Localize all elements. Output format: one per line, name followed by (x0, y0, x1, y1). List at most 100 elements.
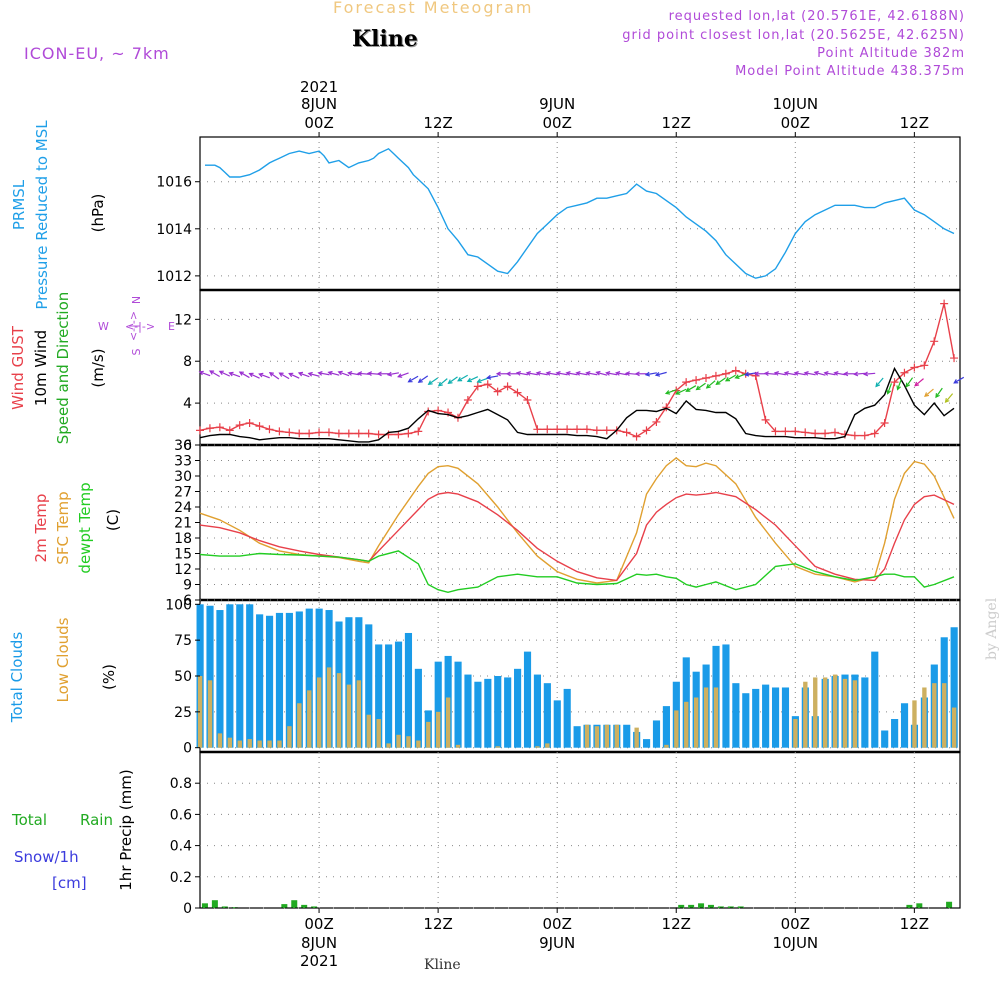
wind-arrow-head (685, 387, 691, 392)
total-cloud-bar (871, 651, 879, 748)
wind-direction-arrow (457, 374, 468, 382)
wind-arrow-shaft (398, 372, 409, 378)
station-title: Kline (352, 26, 418, 52)
wind-gust-marker (801, 428, 810, 437)
wind-direction-arrow (376, 371, 390, 377)
y-tick-label: 18 (174, 531, 192, 547)
wind-arrow-head (853, 371, 859, 377)
wind-arrow-shaft (735, 373, 747, 379)
wind-arrow-head (803, 370, 809, 376)
precip-bar (678, 904, 685, 908)
wind-gust-marker (880, 419, 889, 428)
wind-arrow-head (457, 376, 463, 382)
wind-gust-marker (553, 425, 562, 434)
low-cloud-bar (842, 678, 848, 748)
wind-direction-arrow (853, 371, 866, 377)
data-layer (196, 147, 965, 909)
y-tick-label: 50 (174, 669, 192, 685)
wind-gust-marker (205, 424, 214, 433)
wind-gust-marker (533, 425, 542, 434)
wind-arrow-head (595, 370, 601, 376)
total-cloud-bar (781, 687, 790, 748)
wind-gust-marker (483, 380, 492, 389)
low-cloud-bar (366, 714, 371, 748)
total-cloud-bar (652, 720, 661, 748)
x-tick-label-bottom: 12Z (900, 915, 929, 933)
low-cloud-bar (326, 667, 332, 748)
y-tick-label: 0.8 (170, 776, 192, 792)
wind-gust-line (199, 303, 955, 438)
wind-gust-marker (196, 426, 204, 435)
low-cloud-bar (545, 743, 550, 748)
wind-arrow-head (695, 385, 701, 391)
wind-arrow-head (535, 370, 541, 376)
low-cloud-bar (793, 719, 798, 748)
wind-arrow-head (773, 370, 779, 376)
pressure-unit: (hPa) (89, 194, 107, 233)
precip-bar (231, 907, 238, 909)
wind-direction-arrow (486, 374, 499, 380)
total-cloud-bar (762, 684, 770, 748)
low-cloud-bar (713, 687, 719, 748)
total-cloud-bar (275, 612, 284, 748)
low-cloud-bar (227, 737, 233, 748)
low-cloud-bar (535, 746, 540, 748)
wind-arrow-shaft (914, 378, 924, 387)
low-cloud-bar (316, 677, 322, 748)
wind-direction-arrow (843, 371, 856, 377)
wind-arrow-head (763, 371, 769, 377)
wind-arrow-shaft (338, 371, 350, 377)
wind-arrow-head (565, 370, 571, 376)
wind-arrow-head (914, 381, 920, 387)
clouds-unit: (%) (100, 664, 118, 690)
total-cloud-bar (216, 610, 224, 748)
precip-bar (201, 903, 208, 908)
wind-arrow-shaft (764, 372, 777, 375)
wind-arrow-shaft (924, 388, 934, 397)
x-date-label-bottom: 10JUN (772, 934, 818, 952)
total-cloud-bar (394, 641, 403, 748)
wind-unit: (m/s) (89, 348, 107, 387)
wind-arrow-shaft (686, 385, 697, 392)
y-tick-label: 1012 (156, 269, 192, 285)
wind-direction-arrow (875, 377, 884, 388)
gridlines (200, 137, 960, 909)
wind-arrow-shaft (834, 372, 846, 376)
x-tick-label-bottom: 12Z (662, 915, 691, 933)
low-cloud-bar (634, 727, 639, 748)
low-cloud-bar (813, 677, 818, 748)
wind-arrow-head (297, 371, 304, 377)
precip-bar (727, 906, 734, 908)
compass-e: E (168, 320, 175, 333)
model-label: ICON-EU, ~ 7km (24, 44, 170, 63)
wind-arrow-head (953, 379, 959, 384)
wind-arrow-shaft (745, 372, 757, 376)
wind-arrow-shaft (626, 372, 638, 375)
wind-arrow-head (896, 385, 901, 391)
wind-direction-arrow (525, 370, 538, 376)
y-tick-label: 0.2 (170, 870, 192, 886)
wind-gust-marker (781, 427, 790, 436)
meteogram-title: Forecast Meteogram (333, 0, 534, 17)
wind-arrow-shaft (239, 371, 250, 379)
wind-gust-marker (821, 429, 830, 438)
grid-point-location: grid point closest lon,lat (20.5625E, 42… (622, 28, 965, 43)
low-cloud-bar (694, 697, 699, 748)
total-cloud-bar (454, 661, 462, 748)
wind-arrow-head (288, 372, 294, 378)
wind-direction-arrow (644, 371, 657, 377)
axis-labels: 1012101410160481269121518212427303336025… (8, 78, 929, 970)
total-cloud-bar (563, 688, 571, 748)
low-cloud-bar (237, 740, 242, 748)
wind-direction-arrow (615, 370, 628, 376)
wind-arrow-head (209, 370, 215, 375)
low-cloud-bar (207, 680, 213, 748)
wind-arrow-head (605, 370, 611, 376)
wind-arrow-shaft (887, 383, 893, 394)
precip-bar (698, 903, 705, 908)
low-cloud-bar (307, 690, 312, 748)
y-tick-label: 24 (174, 500, 192, 516)
wind-direction-arrow (803, 370, 816, 376)
total-cloud-bar (752, 688, 760, 748)
requested-location: requested lon,lat (20.5761E, 42.6188N) (668, 9, 965, 24)
